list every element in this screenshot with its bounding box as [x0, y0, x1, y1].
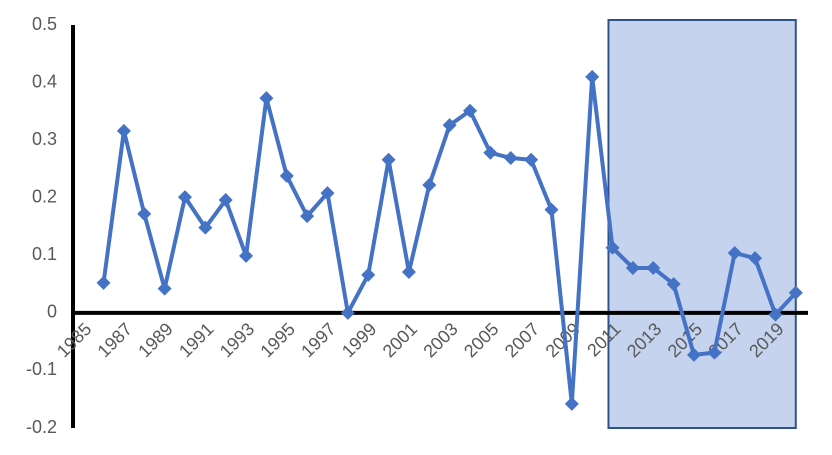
data-marker [320, 186, 335, 201]
data-marker [300, 209, 315, 224]
data-marker [361, 267, 376, 282]
data-marker [96, 275, 111, 290]
data-marker [686, 347, 701, 362]
data-marker [625, 260, 640, 275]
data-marker [137, 206, 152, 221]
data-marker [381, 152, 396, 167]
data-marker [116, 123, 131, 138]
data-marker [605, 240, 620, 255]
data-marker [748, 251, 763, 266]
data-marker [585, 69, 600, 84]
highlight-region [607, 19, 797, 429]
y-tick-label: 0.4 [32, 71, 57, 91]
data-marker [727, 245, 742, 260]
data-marker [544, 202, 559, 217]
data-marker [259, 91, 274, 106]
y-tick-label: 0.3 [32, 129, 57, 149]
data-marker [564, 396, 579, 411]
x-tick-label: 1999 [338, 319, 380, 361]
data-marker [198, 220, 213, 235]
y-tick-label: 0.2 [32, 186, 57, 206]
data-marker [422, 178, 437, 193]
x-tick-label: 2003 [419, 319, 461, 361]
data-marker [503, 150, 518, 165]
data-marker [483, 145, 498, 160]
y-tick-label: -0.1 [26, 359, 57, 379]
x-tick-label: 2007 [501, 319, 543, 361]
data-marker [218, 193, 233, 208]
data-marker [646, 260, 661, 275]
x-tick-label: 1995 [257, 319, 299, 361]
y-tick-label: 0.1 [32, 244, 57, 264]
x-tick-label: 1997 [297, 319, 339, 361]
x-tick-label: 1991 [175, 319, 217, 361]
data-marker [340, 305, 355, 320]
data-marker [666, 277, 681, 292]
data-marker [524, 152, 539, 167]
data-marker [768, 307, 783, 322]
x-tick-label: 2005 [460, 319, 502, 361]
data-marker [463, 103, 478, 118]
data-marker [239, 248, 254, 263]
data-marker [157, 281, 172, 296]
y-tick-label: 0 [47, 302, 57, 322]
x-tick-label: 1993 [216, 319, 258, 361]
x-tick-label: 2001 [379, 319, 421, 361]
data-marker [401, 264, 416, 279]
data-marker [707, 345, 722, 360]
data-marker [442, 118, 457, 133]
x-tick-label: 1987 [94, 319, 136, 361]
data-marker [788, 285, 803, 300]
data-marker [279, 168, 294, 183]
y-tick-label: -0.2 [26, 417, 57, 437]
x-tick-label: 1989 [134, 319, 176, 361]
data-marker [177, 190, 192, 205]
y-tick-label: 0.5 [32, 14, 57, 34]
